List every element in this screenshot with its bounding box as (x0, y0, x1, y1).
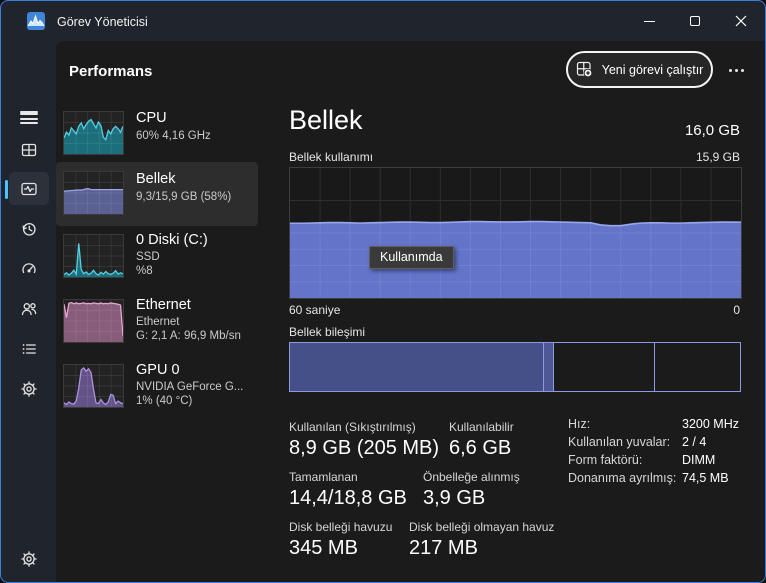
memory-mini-graph (63, 171, 124, 215)
detail-value: 3200 MHz (682, 417, 739, 431)
content-panel: Performans Yeni görevi çalıştır CPU 60% … (56, 41, 765, 582)
startup-apps-icon (22, 262, 36, 273)
detail-label: Form faktörü: (568, 453, 643, 467)
sidebar-item-performance[interactable] (9, 172, 49, 205)
processes-icon (21, 143, 37, 156)
detail-value: 2 / 4 (682, 435, 707, 449)
usage-scale-max: 15,9 GB (695, 150, 740, 164)
device-name: Ethernet (136, 297, 191, 313)
sidebar-item-gpu[interactable]: GPU 0 NVIDIA GeForce G... 1% (40 °C) (56, 359, 258, 419)
detail-value: 74,5 MB (682, 471, 729, 485)
sidebar-item-app-history[interactable] (9, 212, 49, 245)
memory-composition-bar[interactable] (289, 342, 741, 392)
detail-label: Donanıma ayrılmış: (568, 471, 677, 485)
page-title: Performans (69, 63, 153, 80)
sidebar-item-startup-apps[interactable] (9, 252, 49, 285)
settings-button[interactable] (9, 542, 49, 575)
window-title: Görev Yöneticisi (57, 15, 148, 29)
device-stat: 1% (40 °C) (136, 395, 193, 407)
device-name: Bellek (136, 171, 176, 187)
device-stat: %8 (136, 265, 153, 277)
ellipsis-icon (728, 68, 732, 72)
device-stat: Ethernet (136, 316, 180, 328)
close-icon (735, 15, 747, 27)
stat-committed: Tamamlanan 14,4/18,8 GB (289, 470, 407, 509)
composition-section-label: Bellek bileşimi (289, 325, 366, 339)
cpu-mini-graph (63, 111, 124, 155)
minimize-icon (643, 20, 655, 22)
hamburger-menu-button[interactable] (9, 95, 49, 128)
stat-paged-pool: Disk belleği havuzu 345 MB (289, 520, 393, 559)
gpu-mini-graph (63, 364, 124, 408)
device-stat: G: 2,1 A: 96,9 Mb/sn (136, 330, 241, 342)
sidebar-item-users[interactable] (9, 292, 49, 325)
minimize-button[interactable] (626, 2, 672, 40)
total-capacity: 16,0 GB (684, 122, 740, 139)
performance-icon (21, 182, 37, 195)
device-stat: 60% 4,16 GHz (136, 130, 211, 142)
stat-in-use: Kullanılan (Sıkıştırılmış) 8,9 GB (205 M… (289, 420, 440, 459)
ethernet-mini-graph (63, 299, 124, 343)
composition-segment-in-use (290, 343, 544, 391)
sidebar-item-services[interactable] (9, 372, 49, 405)
run-new-task-icon (576, 61, 593, 78)
usage-section-label: Bellek kullanımı (289, 150, 374, 164)
device-name: 0 Diski (C:) (136, 232, 208, 248)
device-name: CPU (136, 110, 167, 126)
run-new-task-label: Yeni görevi çalıştır (601, 62, 704, 77)
stat-cached: Önbelleğe alınmış 3,9 GB (423, 470, 520, 509)
sidebar-item-memory[interactable]: Bellek 9,3/15,9 GB (58%) (56, 162, 258, 226)
x-axis-right-label: 0 (733, 303, 740, 317)
composition-segment-standby (554, 343, 656, 391)
selected-indicator (5, 180, 8, 199)
device-name: GPU 0 (136, 362, 180, 378)
sidebar-item-cpu[interactable]: CPU 60% 4,16 GHz (56, 103, 258, 163)
stat-non-paged-pool: Disk belleği olmayan havuz 217 MB (409, 520, 555, 559)
memory-usage-chart[interactable]: Kullanımda (289, 167, 742, 299)
hamburger-icon (20, 110, 38, 124)
sidebar-item-processes[interactable] (9, 133, 49, 166)
composition-segment-free (655, 343, 740, 391)
panel-title: Bellek (289, 105, 363, 135)
device-stat: SSD (136, 251, 160, 263)
composition-segment-modified (543, 343, 554, 391)
app-logo-icon (27, 12, 45, 30)
detail-value: DIMM (682, 453, 716, 467)
x-axis-left-label: 60 saniye (289, 303, 341, 317)
device-stat: 9,3/15,9 GB (58%) (136, 191, 232, 203)
disk-mini-graph (63, 234, 124, 278)
sidebar-item-details[interactable] (9, 332, 49, 365)
close-button[interactable] (718, 2, 764, 40)
settings-gear-icon (21, 550, 37, 567)
sidebar-item-disk[interactable]: 0 Diski (C:) SSD %8 (56, 229, 258, 289)
detail-label: Hız: (568, 417, 591, 431)
hardware-details: Hız: 3200 MHz Kullanılan yuvalar: 2 / 4 … (568, 417, 739, 485)
services-icon (21, 380, 37, 397)
app-history-icon (22, 222, 36, 236)
maximize-icon (690, 16, 700, 26)
device-stat: NVIDIA GeForce G... (136, 381, 244, 393)
users-icon (21, 302, 37, 315)
titlebar[interactable]: Görev Yöneticisi (1, 1, 765, 41)
maximize-button[interactable] (672, 2, 718, 40)
more-options-button[interactable] (718, 54, 754, 86)
details-icon (22, 343, 36, 354)
sidebar-item-ethernet[interactable]: Ethernet Ethernet G: 2,1 A: 96,9 Mb/sn (56, 294, 258, 354)
detail-label: Kullanılan yuvalar: (568, 435, 671, 449)
navigation-rail (1, 41, 56, 582)
chart-tooltip: Kullanımda (369, 246, 454, 269)
stat-available: Kullanılabilir 6,6 GB (449, 420, 514, 459)
run-new-task-button[interactable]: Yeni görevi çalıştır (566, 51, 713, 88)
